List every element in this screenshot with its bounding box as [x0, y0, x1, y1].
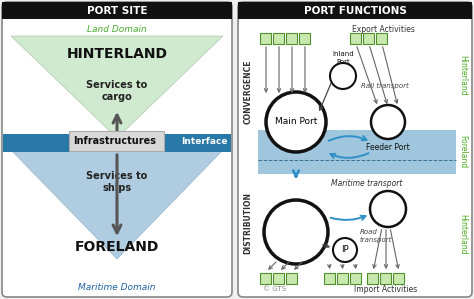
Bar	[261, 272, 272, 283]
Circle shape	[264, 200, 328, 264]
Text: Inland
Port: Inland Port	[332, 51, 354, 65]
Circle shape	[330, 63, 356, 89]
Text: Hinterland: Hinterland	[458, 55, 467, 96]
Bar	[300, 33, 310, 43]
Text: Services to
ships: Services to ships	[86, 171, 147, 193]
Circle shape	[371, 105, 405, 139]
Circle shape	[266, 92, 326, 152]
Bar	[258, 130, 456, 174]
Text: Land Domain: Land Domain	[87, 25, 147, 33]
Circle shape	[370, 191, 406, 227]
Bar	[393, 272, 404, 283]
Bar	[364, 33, 374, 43]
Text: © GTS: © GTS	[263, 286, 286, 292]
Text: PORT FUNCTIONS: PORT FUNCTIONS	[303, 5, 406, 16]
Text: Road
transport: Road transport	[360, 229, 392, 242]
Text: Main Port: Main Port	[275, 118, 317, 126]
Text: Maritime Domain: Maritime Domain	[78, 283, 156, 292]
Text: Foreland: Foreland	[458, 135, 467, 169]
Bar	[381, 272, 392, 283]
Bar	[325, 272, 336, 283]
Text: CONVERGENCE: CONVERGENCE	[244, 59, 253, 124]
Text: DISTRIBUTION: DISTRIBUTION	[244, 192, 253, 254]
Bar	[273, 272, 284, 283]
Text: PORT SITE: PORT SITE	[87, 5, 147, 16]
Bar	[337, 272, 348, 283]
Bar	[2, 2, 232, 19]
Bar	[273, 33, 284, 43]
FancyBboxPatch shape	[2, 2, 232, 297]
Polygon shape	[11, 36, 223, 138]
Polygon shape	[11, 150, 223, 259]
Bar	[286, 272, 298, 283]
Text: Maritime transport: Maritime transport	[331, 179, 403, 188]
Text: Interface: Interface	[181, 137, 227, 146]
Bar	[350, 33, 362, 43]
Text: Export Activities: Export Activities	[352, 25, 414, 34]
Text: Infrastructures: Infrastructures	[73, 136, 156, 146]
Text: FORELAND: FORELAND	[75, 240, 159, 254]
Bar	[261, 33, 272, 43]
Circle shape	[333, 238, 357, 262]
Text: Import Activities: Import Activities	[355, 285, 418, 294]
Bar	[238, 2, 472, 19]
Bar	[367, 272, 379, 283]
Text: Hinterland: Hinterland	[458, 214, 467, 254]
Text: HINTERLAND: HINTERLAND	[66, 47, 167, 61]
Text: Services to
cargo: Services to cargo	[86, 80, 147, 102]
Bar	[3, 134, 231, 152]
Bar	[350, 272, 362, 283]
Text: Feeder Port: Feeder Port	[366, 143, 410, 152]
Bar	[376, 33, 388, 43]
Text: Rail transport: Rail transport	[361, 83, 409, 89]
FancyBboxPatch shape	[238, 2, 472, 297]
Bar	[286, 33, 298, 43]
Text: IP: IP	[341, 245, 349, 254]
Bar	[70, 131, 164, 151]
